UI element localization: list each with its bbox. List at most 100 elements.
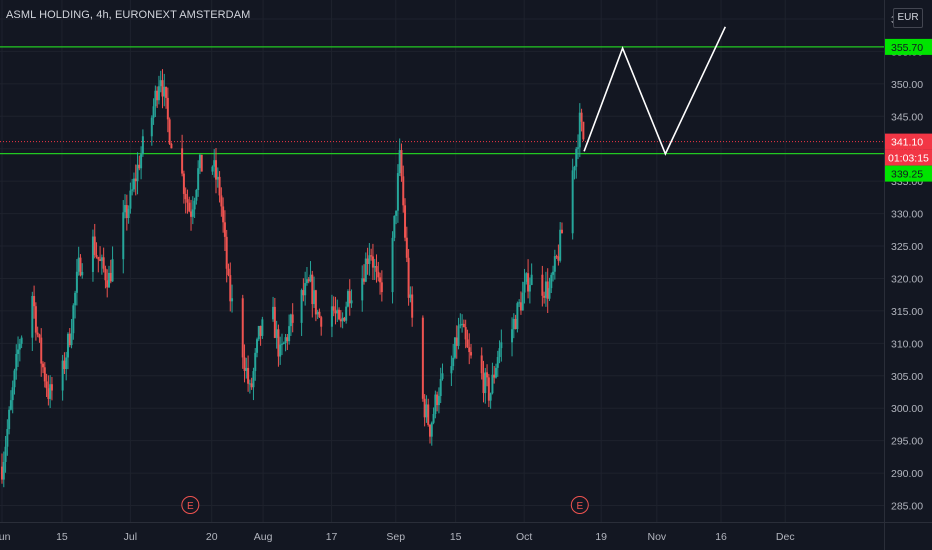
candle: [546, 268, 549, 313]
time-tick-label: Jun: [0, 531, 11, 543]
candle-body: [314, 290, 317, 315]
projection-line: [583, 26, 727, 156]
candle: [17, 336, 20, 367]
candle-body: [498, 348, 501, 358]
candle-body: [163, 86, 166, 97]
candle-body: [75, 271, 78, 293]
candle-body: [493, 374, 496, 378]
candle: [364, 252, 367, 283]
horizontal-levels[interactable]: [0, 46, 884, 155]
candle-body: [518, 302, 521, 304]
price-axis[interactable]: 285.00 290.00 295.00 300.00 305.00 310.00 315.…: [884, 0, 932, 550]
candle-body: [17, 349, 20, 355]
candle-body: [405, 237, 408, 258]
candle: [559, 222, 562, 263]
candle-body: [541, 274, 544, 296]
candle: [528, 277, 531, 304]
candle: [577, 134, 580, 160]
candle: [66, 332, 69, 370]
candle-body: [373, 266, 376, 268]
candle: [200, 154, 203, 172]
candle: [227, 263, 230, 277]
candle-body: [2, 461, 5, 480]
candle-body: [366, 258, 369, 265]
candle: [20, 335, 23, 349]
candle: [102, 247, 105, 273]
currency-button[interactable]: EUR: [893, 8, 923, 28]
candle: [134, 164, 137, 196]
candle: [68, 328, 71, 348]
candle-body: [560, 229, 563, 234]
candle-body: [371, 256, 374, 268]
time-tick-label: 15: [450, 531, 462, 543]
candle: [425, 395, 428, 423]
candle: [578, 103, 581, 158]
candle-body: [557, 256, 560, 261]
candle-body: [486, 372, 489, 378]
candle-body: [423, 398, 426, 418]
candle: [74, 290, 77, 319]
candle-body: [129, 190, 132, 209]
candle: [186, 189, 189, 214]
candle-body: [300, 290, 303, 323]
candle: [550, 272, 553, 294]
candle: [341, 312, 344, 329]
candle: [138, 155, 141, 171]
candle-body: [309, 274, 312, 282]
candle-body: [195, 189, 198, 201]
candle: [304, 271, 307, 306]
earnings-marker: E: [570, 496, 589, 514]
candle-body: [184, 193, 187, 200]
candle: [544, 271, 547, 307]
candle: [65, 351, 68, 381]
candle: [156, 86, 159, 108]
candle: [254, 348, 257, 381]
candle-body: [519, 302, 522, 311]
candle: [453, 337, 456, 360]
time-axis[interactable]: Jun 15 Jul 20 Aug 17 Sep 15 Oct 19 Nov 16 Dec: [0, 522, 932, 550]
candles: [1, 69, 585, 488]
candle: [462, 319, 465, 328]
candle-body: [243, 357, 246, 371]
candle: [286, 333, 289, 351]
candle: [218, 171, 221, 203]
candle: [9, 390, 12, 411]
candle: [34, 302, 37, 341]
candle-body: [141, 136, 144, 155]
candle-body: [468, 347, 471, 353]
price-tick-label: 325.00: [891, 241, 923, 253]
candle: [380, 270, 383, 302]
candle-body: [225, 236, 228, 269]
candle: [279, 336, 282, 365]
price-tick-label: 300.00: [891, 403, 923, 415]
candle-body: [330, 306, 333, 327]
candle-body: [462, 323, 465, 328]
candle: [15, 344, 18, 380]
candle-body: [165, 86, 168, 98]
candle: [441, 363, 444, 381]
projection-path[interactable]: [583, 26, 727, 156]
candle: [43, 362, 46, 388]
candle-body: [470, 352, 473, 356]
candle: [211, 165, 214, 175]
candle: [430, 421, 433, 446]
candle-body: [544, 281, 547, 298]
earnings-circle: [181, 496, 200, 514]
candle: [437, 387, 440, 414]
candle-body: [279, 344, 282, 357]
last-price-label-text: 341.10: [891, 137, 923, 149]
candle-body: [259, 325, 262, 336]
candle-body: [311, 274, 314, 305]
candle-body: [109, 272, 112, 282]
candle: [104, 265, 107, 289]
candle-body: [511, 329, 514, 343]
candle: [557, 244, 560, 266]
candle: [523, 268, 526, 304]
candle-body: [229, 275, 232, 302]
candle: [302, 278, 305, 302]
candle-body: [168, 119, 171, 144]
candle: [272, 296, 275, 322]
candle: [525, 272, 528, 285]
